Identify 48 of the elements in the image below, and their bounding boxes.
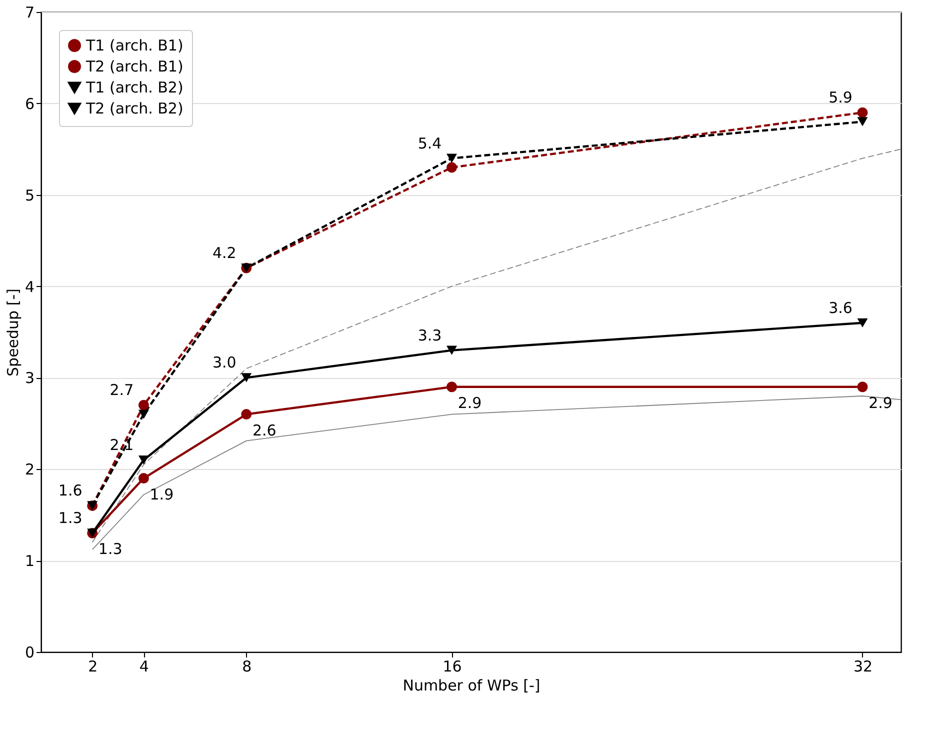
data-label: 5.9 <box>828 88 852 107</box>
y-tick-label: 2 <box>24 460 34 479</box>
data-label: 1.9 <box>150 485 174 504</box>
x-tick-label: 16 <box>442 658 462 676</box>
y-tick-label: 0 <box>24 644 34 662</box>
x-tick-label: 4 <box>139 658 149 676</box>
data-label: 5.4 <box>418 134 442 152</box>
point <box>138 400 149 410</box>
y-tick-label: 1 <box>24 552 34 570</box>
data-label: 2.7 <box>110 381 134 400</box>
point <box>241 409 252 420</box>
data-label: 3.0 <box>212 354 236 372</box>
x-tick-label: 2 <box>88 658 98 676</box>
data-label: 3.3 <box>418 326 442 344</box>
legend-label: T2 (arch. B1) <box>85 58 184 76</box>
data-label: 2.6 <box>252 421 276 440</box>
y-axis-title: Speedup [-] <box>4 288 22 376</box>
legend-label: T2 (arch. B2) <box>85 100 184 118</box>
data-label: 1.3 <box>98 540 122 558</box>
data-label: 1.3 <box>58 509 82 528</box>
data-label: 2.9 <box>458 394 482 412</box>
point <box>446 154 457 163</box>
data-label: 3.6 <box>828 298 852 317</box>
data-label: 4.2 <box>212 244 236 262</box>
data-label: 1.6 <box>58 482 82 500</box>
point <box>857 382 868 392</box>
point <box>446 382 457 392</box>
y-tick-label: 4 <box>24 278 34 296</box>
y-tick-label: 3 <box>24 369 34 388</box>
line-series <box>92 148 902 543</box>
point <box>138 455 149 465</box>
y-tick-label: 7 <box>24 4 34 22</box>
point <box>857 107 868 118</box>
point <box>857 318 868 328</box>
x-axis-title: Number of WPs [-] <box>402 676 540 694</box>
x-tick-label: 32 <box>853 658 873 676</box>
point <box>138 473 149 484</box>
point <box>138 410 149 419</box>
legend-label: T1 (arch. B2) <box>85 78 184 96</box>
x-tick-label: 8 <box>242 658 252 676</box>
point <box>446 162 457 173</box>
point <box>857 117 868 126</box>
y-tick-label: 6 <box>24 94 34 113</box>
legend-label: T1 (arch. B1) <box>85 36 184 54</box>
y-tick-label: 5 <box>24 186 34 204</box>
data-label: 2.9 <box>868 394 892 412</box>
point <box>241 373 252 382</box>
point <box>446 346 457 355</box>
